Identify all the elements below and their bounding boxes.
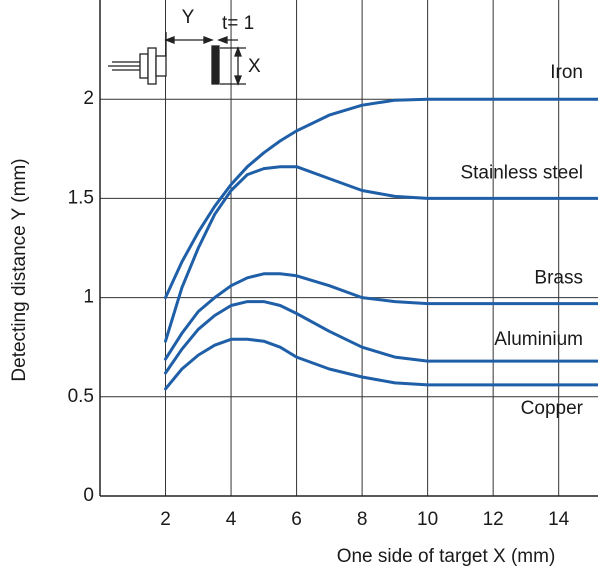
x-tick-label: 8 (357, 509, 368, 530)
series-line (164, 165, 598, 343)
x-tick-label: 4 (226, 509, 237, 530)
series-label: Iron (550, 62, 583, 83)
x-tick-label: 6 (291, 509, 302, 530)
annotation: t= 1 (222, 13, 254, 34)
x-axis-title: One side of target X (mm) (337, 546, 556, 567)
annotation: X (248, 56, 261, 77)
y-axis-title: Detecting distance Y (mm) (9, 158, 30, 381)
sensor-diagram (108, 32, 246, 86)
y-tick-label: 0 (83, 485, 94, 506)
series-label: Aluminium (494, 329, 583, 350)
y-tick-label: 2 (83, 88, 94, 109)
series-label: Brass (534, 268, 583, 289)
series-line (164, 97, 598, 300)
series-line (164, 337, 598, 391)
annotation: Y (182, 7, 195, 28)
x-tick-label: 2 (160, 509, 171, 530)
series-line (164, 300, 598, 375)
series-label: Copper (521, 398, 584, 419)
grid-layer (100, 0, 598, 497)
x-tick-label: 10 (417, 509, 438, 530)
x-tick-label: 14 (548, 509, 570, 530)
y-tick-label: 1.5 (68, 187, 94, 208)
x-tick-label: 12 (483, 509, 504, 530)
series-label: Stainless steel (460, 162, 583, 183)
y-tick-label: 0.5 (68, 386, 94, 407)
series-line (164, 272, 598, 361)
y-tick-label: 1 (83, 287, 94, 308)
